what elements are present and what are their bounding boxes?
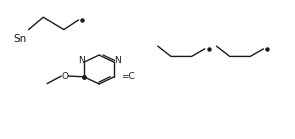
Text: Sn: Sn [13,34,26,44]
Text: =C: =C [121,72,135,81]
Text: N: N [78,56,85,65]
Text: O: O [61,72,68,80]
Text: N: N [114,56,121,65]
